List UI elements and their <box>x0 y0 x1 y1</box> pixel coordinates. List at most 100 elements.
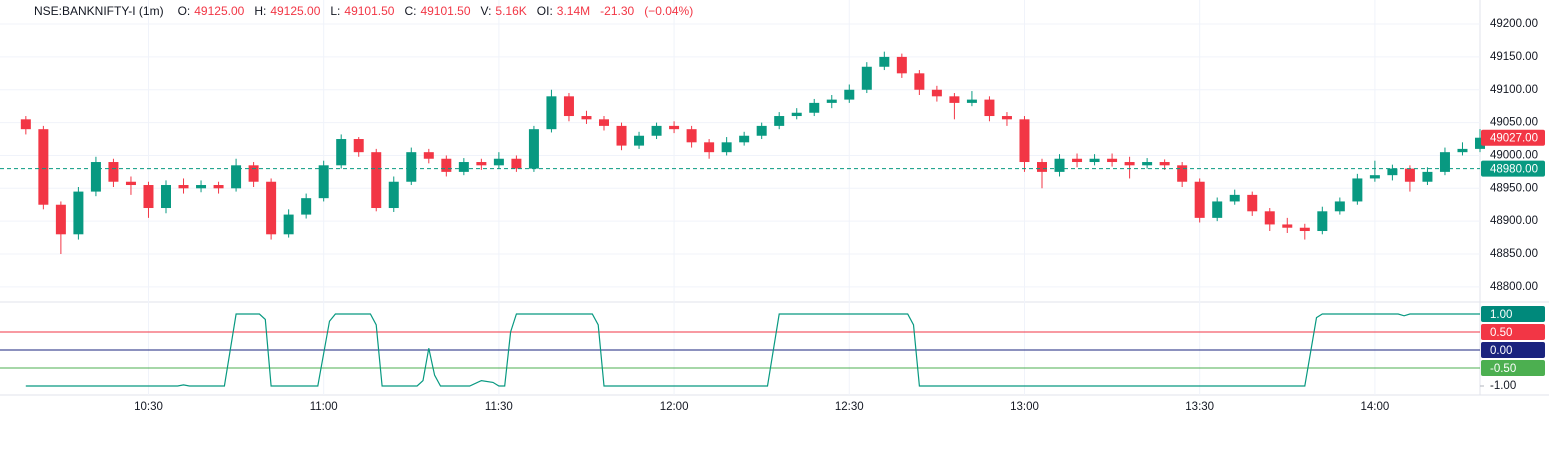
change-value: (−0.04%) <box>644 4 694 18</box>
candle-body <box>1247 194 1258 212</box>
candle-body <box>476 162 487 166</box>
candle-body <box>143 185 154 209</box>
x-tick-label: 13:00 <box>1010 401 1039 413</box>
legend-label: C: <box>404 4 417 18</box>
candle-body <box>178 185 189 189</box>
candle-body <box>1159 162 1170 166</box>
legend-label: L: <box>330 4 341 18</box>
candle-body <box>1107 158 1118 163</box>
candle-body <box>1439 152 1450 172</box>
legend-value: 49101.50 <box>344 4 395 18</box>
legend-value: 5.16K <box>495 4 527 18</box>
candle-body <box>634 135 645 146</box>
candle-body <box>546 96 557 130</box>
candle-body <box>196 185 207 189</box>
candle-body <box>739 135 750 143</box>
candle-body <box>844 89 855 100</box>
candle-body <box>949 96 960 103</box>
candle-body <box>1282 224 1293 228</box>
candle-body <box>213 185 224 189</box>
candle-body <box>756 125 767 136</box>
candle-body <box>73 191 84 235</box>
candle-body <box>1089 158 1100 163</box>
y-tick-label: -1.00 <box>1490 380 1516 392</box>
y-tick-label: 48800.00 <box>1490 281 1538 293</box>
y-tick-label: 49150.00 <box>1490 51 1538 63</box>
candle-body <box>231 165 242 189</box>
x-tick-label: 13:30 <box>1185 401 1214 413</box>
candle-body <box>336 139 347 166</box>
x-tick-label: 14:00 <box>1360 401 1389 413</box>
level-label-bg <box>1481 342 1545 358</box>
last-price-label-bg <box>1481 129 1545 146</box>
legend-value: 49125.00 <box>270 4 321 18</box>
legend-value: 49125.00 <box>194 4 245 18</box>
candle-body <box>125 181 136 186</box>
candle-body <box>1072 158 1083 163</box>
candle-body <box>826 99 837 103</box>
legend-label: V: <box>480 4 492 18</box>
candle-body <box>55 204 66 235</box>
legend-value: 49101.50 <box>420 4 471 18</box>
candle-body <box>1475 137 1485 149</box>
candle-body <box>353 139 364 153</box>
candle-body <box>388 181 399 209</box>
candle-body <box>1124 162 1135 166</box>
candle-body <box>318 165 329 199</box>
legend-label: O: <box>177 4 191 18</box>
y-tick-label: 49200.00 <box>1490 18 1538 30</box>
candle-body <box>879 56 890 67</box>
candle-body <box>1054 158 1065 172</box>
candle-body <box>493 158 504 166</box>
candle-body <box>1317 211 1328 232</box>
candle-body <box>301 198 312 215</box>
candle-body <box>861 66 872 90</box>
candle-body <box>791 112 802 117</box>
candle-body <box>984 99 995 117</box>
level-label: 0.50 <box>1490 327 1512 339</box>
oscillator-line <box>25 313 1480 387</box>
candle-body <box>563 96 574 117</box>
candle-body <box>371 152 382 209</box>
candle-body <box>423 152 434 159</box>
y-tick-label: 48850.00 <box>1490 248 1538 260</box>
candle-body <box>1404 168 1415 182</box>
legend-bar: NSE:BANKNIFTY-I (1m) O: 49125.00 H: 49125.0… <box>34 4 699 18</box>
reference-label: 48980.00 <box>1490 164 1538 176</box>
candle-body <box>266 181 277 235</box>
candle-body <box>1457 148 1468 153</box>
legend-label: H: <box>254 4 267 18</box>
candle-body <box>528 129 539 169</box>
candle-body <box>1352 178 1363 202</box>
candle-body <box>809 102 820 113</box>
candle-body <box>1019 119 1030 163</box>
legend-value: 3.14M <box>556 4 591 18</box>
x-tick-label: 10:30 <box>134 401 163 413</box>
candle-body <box>931 89 942 97</box>
candle-body <box>1212 201 1223 218</box>
y-tick-label: 49100.00 <box>1490 84 1538 96</box>
candle-body <box>108 162 119 182</box>
candle-body <box>1369 175 1380 179</box>
candle-body <box>1229 194 1240 202</box>
candle-body <box>1194 181 1205 218</box>
candle-body <box>1422 171 1433 182</box>
candle-body <box>651 125 662 136</box>
x-tick-label: 11:00 <box>310 401 338 413</box>
change-value: -21.30 <box>600 4 635 18</box>
candle-body <box>1299 227 1310 232</box>
candle-body <box>686 129 697 143</box>
candle-body <box>1001 116 1012 120</box>
level-label: 0.00 <box>1490 345 1512 357</box>
level-label: -0.50 <box>1490 363 1516 375</box>
x-tick-label: 11:30 <box>485 401 513 413</box>
candle-body <box>704 142 715 153</box>
x-tick-label: 12:30 <box>835 401 864 413</box>
candle-body <box>774 116 785 126</box>
candle-body <box>248 165 259 182</box>
last-value-label-bg <box>1481 306 1545 322</box>
candle-body <box>20 119 31 130</box>
candle-body <box>1142 162 1153 166</box>
candle-body <box>1177 165 1188 182</box>
